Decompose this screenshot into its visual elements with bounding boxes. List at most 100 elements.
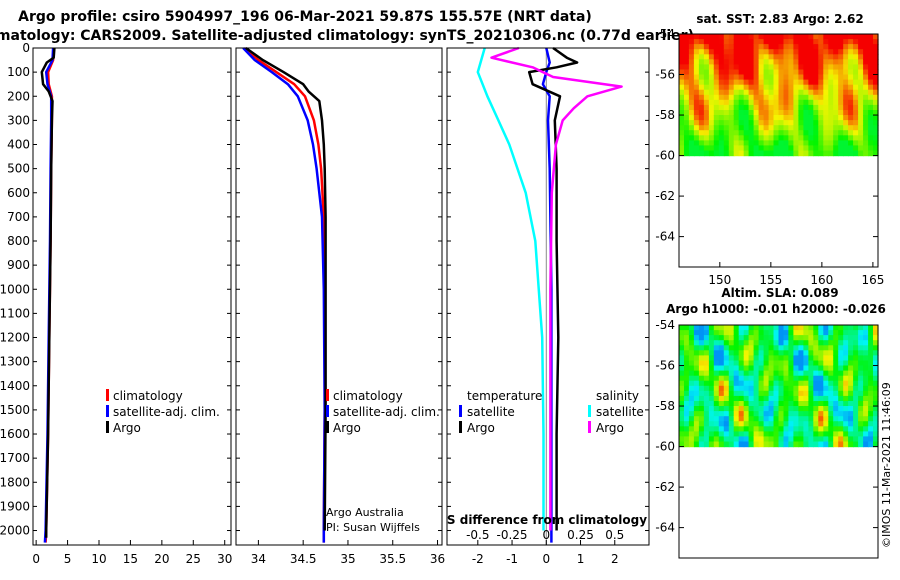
heatmap-cell [853,441,859,448]
salinity-tick-label: 0 [542,528,550,542]
heatmap-cell [808,325,814,331]
heatmap-cell [698,395,705,402]
heatmap-cell [778,426,785,432]
heatmap-cell [813,431,819,438]
heatmap-cell [758,375,765,382]
heatmap-cell [728,115,735,121]
heatmap-cell [768,401,775,407]
heatmap-cell [713,406,720,412]
legend-label-climatology: climatology [333,389,403,403]
heatmap-cell [828,120,834,126]
heatmap-cell [763,120,770,126]
heatmap-cell [823,79,829,86]
heatmap-cell [733,54,740,60]
heatmap-cell [758,94,765,101]
heatmap-cell [793,370,799,377]
heatmap-cell [684,370,690,377]
heatmap-cell [703,135,710,141]
heatmap-cell [758,74,765,81]
heatmap-cell [873,99,879,106]
heatmap-cell [684,84,690,91]
heatmap-cell [773,79,780,86]
heatmap-cell [768,104,775,111]
heatmap-cell [793,411,799,417]
heatmap-cell [703,39,710,45]
heatmap-cell [793,110,799,116]
heatmap-cell [833,330,839,336]
heatmap-cell [748,365,755,372]
heatmap-cell [688,380,695,387]
heatmap-cell [823,395,829,402]
heatmap-cell [763,416,770,422]
heatmap-cell [713,74,720,81]
heatmap-cell [838,79,844,86]
heatmap-cell [693,89,700,96]
heatmap-cell [838,104,844,111]
heatmap-cell [688,345,695,351]
heatmap-cell [718,350,725,356]
heatmap-cell [783,89,790,96]
heatmap-cell [788,79,794,86]
heatmap-cell [868,130,874,136]
heatmap-cell [723,84,730,91]
heatmap-cell [718,110,725,116]
heatmap-cell [808,390,814,397]
heatmap-cell [753,406,760,412]
heatmap-cell [703,406,710,412]
heatmap-cell [778,436,785,443]
heatmap-cell [718,39,725,45]
heatmap-cell [838,365,844,372]
x-tick-label: 34.5 [290,552,317,566]
heatmap-cell [828,110,834,116]
heatmap-cell [773,365,780,372]
heatmap-cell [818,330,824,336]
heatmap-cell [738,411,745,417]
y-tick-label: 800 [7,234,30,248]
heatmap-cell [718,441,725,448]
heatmap-cell [703,441,710,448]
heatmap-cell [783,94,790,101]
heatmap-cell [733,150,740,157]
y-tick-label: -58 [655,399,675,413]
heatmap-cell [843,39,849,45]
heatmap-cell [698,431,705,438]
heatmap-cell [873,436,879,443]
heatmap-cell [768,94,775,101]
heatmap-cell [858,325,864,331]
heatmap-cell [838,370,844,377]
heatmap-cell [868,44,874,50]
heatmap-cell [828,39,834,45]
heatmap-cell [693,355,700,362]
heatmap-cell [813,34,819,40]
heatmap-cell [778,130,785,136]
heatmap-cell [813,130,819,136]
heatmap-cell [783,115,790,121]
heatmap-cell [743,89,750,96]
heatmap-cell [753,120,760,126]
y-tick-label: -60 [655,440,675,454]
heatmap-cell [738,74,745,81]
heatmap-cell [698,375,705,382]
heatmap-cell [818,416,824,422]
heatmap-cell [748,89,755,96]
heatmap-cell [778,390,785,397]
heatmap-cell [743,426,750,432]
heatmap-cell [793,89,799,96]
heatmap-cell [823,370,829,377]
heatmap-cell [798,140,804,147]
heatmap-cell [828,395,834,402]
heatmap-cell [728,330,735,336]
heatmap-cell [793,436,799,443]
y-tick-label: -54 [655,318,675,332]
heatmap-cell [803,335,809,341]
heatmap-cell [833,145,839,152]
heatmap-cell [773,350,780,356]
heatmap-cell [778,120,785,126]
heatmap-cell [684,350,690,356]
heatmap-cell [813,140,819,147]
heatmap-cell [783,350,790,356]
heatmap-cell [868,330,874,336]
heatmap-cell [773,401,780,407]
heatmap-cell [743,150,750,157]
heatmap-cell [863,390,869,397]
